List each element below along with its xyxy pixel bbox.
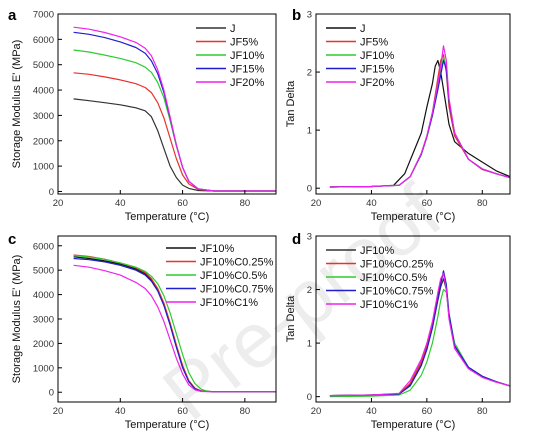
legend-entry: JF20% (230, 77, 264, 89)
x-tick-label: 80 (477, 406, 488, 417)
legend-entry: JF10% (200, 243, 234, 255)
y-tick-label: 5000 (33, 60, 54, 71)
panel-label-d: d (292, 231, 301, 248)
series-line-d-4 (329, 272, 510, 397)
y-tick-label: 1 (307, 126, 312, 137)
series-line-b-4 (329, 45, 510, 188)
series-line-a-4 (73, 26, 276, 192)
series-line-a-1 (73, 72, 276, 192)
series-line-b-3 (329, 59, 510, 188)
plot-frame-d (315, 235, 511, 403)
y-tick-label: 0 (49, 187, 54, 198)
y-tick-label: 4000 (33, 290, 54, 301)
y-axis-label: Storage Modulus E' (MPa) (11, 255, 23, 384)
panel-a-chart: a 20 40 60 80 0 1000 2000 3000 4000 5000 6000 7000 Te… (8, 7, 277, 223)
x-axis-label: Temperature (°C) (371, 211, 455, 223)
x-tick-label: 20 (53, 198, 64, 209)
y-tick-label: 6000 (33, 241, 54, 252)
y-tick-label: 2000 (33, 136, 54, 147)
legend-b: J JF5%JF10% JF15%JF20% (326, 23, 394, 89)
legend-entry: JF10%C0.5% (360, 272, 427, 284)
x-tick-label: 20 (311, 198, 322, 209)
plot-frame-a (57, 13, 277, 195)
y-tick-label: 0 (49, 388, 54, 399)
legend-entry: JF10%C0.75% (200, 284, 274, 296)
x-tick-label: 40 (115, 198, 126, 209)
legend-entry: JF15% (230, 64, 264, 76)
y-tick-label: 4000 (33, 86, 54, 97)
series-line-b-1 (329, 53, 510, 188)
series-line-c-4 (73, 264, 276, 393)
y-tick-label: 0 (307, 392, 312, 403)
x-tick-label: 80 (240, 406, 251, 417)
series-line-b-2 (329, 56, 510, 188)
x-tick-label: 80 (477, 198, 488, 209)
y-tick-label: 2 (307, 285, 312, 296)
y-tick-label: 1 (307, 339, 312, 350)
legend-entry: JF10% (360, 245, 394, 257)
x-tick-label: 60 (177, 406, 188, 417)
y-tick-label: 5000 (33, 266, 54, 277)
legend-entry: JF10% (360, 50, 394, 62)
panel-label-a: a (8, 7, 17, 24)
legend-a: J JF5%JF10% JF15%JF20% (196, 23, 264, 89)
legend-c: JF10% JF10%C0.25%JF10%C0.5% JF10%C0.75%JF1… (166, 243, 274, 309)
x-tick-label: 60 (177, 198, 188, 209)
legend-entry: JF5% (360, 37, 388, 49)
y-axis-label: Tan Delta (285, 80, 297, 127)
y-tick-label: 2 (307, 68, 312, 79)
y-tick-label: 2000 (33, 339, 54, 350)
y-tick-label: 3 (307, 232, 312, 243)
y-tick-label: 1000 (33, 162, 54, 173)
legend-d: JF10% JF10%C0.25%JF10%C0.5% JF10%C0.75%JF1… (326, 245, 434, 311)
legend-entry: JF10%C1% (200, 297, 258, 309)
legend-entry: JF5% (230, 37, 258, 49)
legend-entry: JF10%C0.75% (360, 286, 434, 298)
panel-label-c: c (8, 231, 16, 248)
legend-entry: JF10% (230, 50, 264, 62)
x-axis-label: Temperature (°C) (371, 419, 455, 431)
series-line-a-0 (73, 98, 276, 192)
panel-label-b: b (292, 7, 301, 24)
series-line-d-3 (329, 270, 510, 397)
series-line-b-0 (329, 59, 510, 188)
legend-entry: JF15% (360, 64, 394, 76)
y-tick-label: 3000 (33, 315, 54, 326)
y-tick-label: 6000 (33, 35, 54, 46)
legend-entry: JF20% (360, 77, 394, 89)
legend-entry: J (230, 23, 236, 35)
x-tick-label: 20 (311, 406, 322, 417)
y-tick-label: 0 (307, 184, 312, 195)
x-axis-label: Temperature (°C) (125, 211, 209, 223)
panel-c-chart: c 20 40 60 80 0 1000 2000 3000 4000 5000 6000 Temper… (8, 231, 277, 431)
legend-entry: JF10%C0.25% (200, 257, 274, 269)
y-tick-label: 3 (307, 10, 312, 21)
plot-frame-b (315, 13, 511, 195)
x-tick-label: 60 (422, 198, 433, 209)
legend-entry: JF10%C0.25% (360, 259, 434, 271)
legend-entry: JF10%C0.5% (200, 270, 267, 282)
x-tick-label: 80 (240, 198, 251, 209)
y-axis-label: Storage Modulus E' (MPa) (11, 40, 23, 169)
panel-d-chart: d 20 40 60 80 0 1 2 3 Temperature (°C) Tan Delta JF… (285, 231, 511, 431)
y-tick-label: 1000 (33, 363, 54, 374)
x-tick-label: 40 (366, 198, 377, 209)
legend-entry: J (360, 23, 366, 35)
x-tick-label: 60 (422, 406, 433, 417)
legend-entry: JF10%C1% (360, 299, 418, 311)
y-axis-label: Tan Delta (285, 295, 297, 342)
x-tick-label: 40 (366, 406, 377, 417)
y-tick-label: 7000 (33, 10, 54, 21)
y-tick-label: 3000 (33, 111, 54, 122)
x-tick-label: 20 (53, 406, 64, 417)
x-axis-label: Temperature (°C) (125, 419, 209, 431)
x-tick-label: 40 (115, 406, 126, 417)
